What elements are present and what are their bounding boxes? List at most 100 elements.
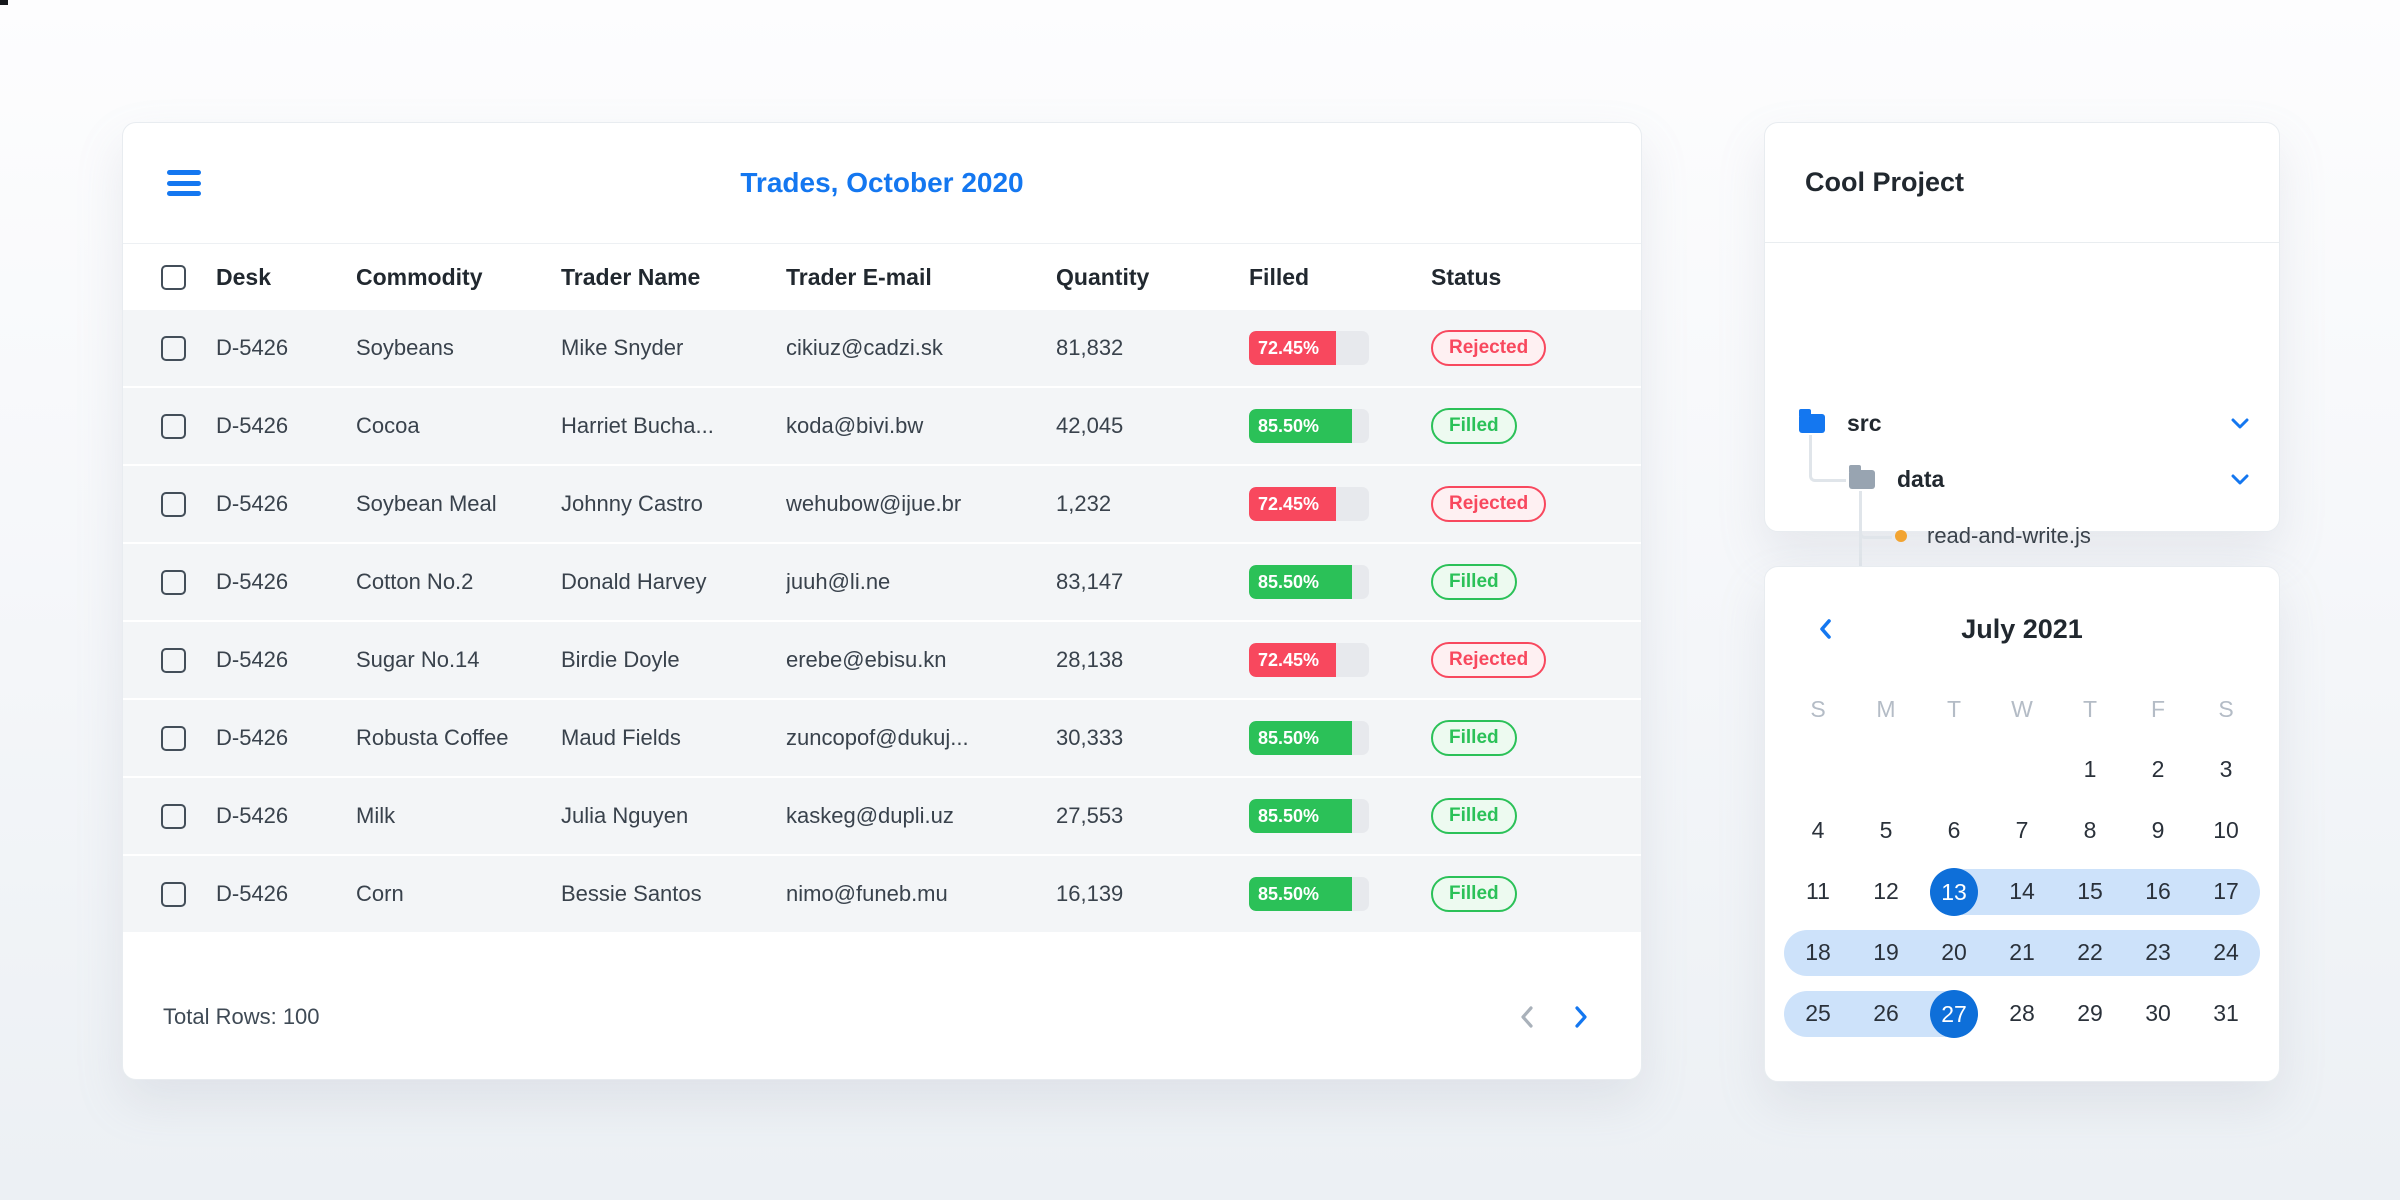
calendar-month-title: July 2021 [1961,613,2083,644]
calendar-day[interactable]: 30 [2145,1000,2171,1026]
menu-button[interactable] [167,170,201,196]
hamburger-icon [167,191,201,196]
row-checkbox[interactable] [161,725,186,751]
calendar-day[interactable]: 16 [2145,878,2171,904]
row-checkbox[interactable] [161,881,186,907]
table-row[interactable]: D-5426 Cotton No.2 Donald Harvey juuh@li… [123,544,1641,622]
chevron-left-icon [1820,619,1831,639]
cell-trader-email: kaskeg@dupli.uz [786,803,954,828]
next-page-button[interactable] [1567,1000,1595,1034]
calendar-day[interactable]: 23 [2145,939,2171,965]
tree-item-file[interactable]: read-and-write.js [1895,514,2249,558]
hamburger-icon [167,170,201,175]
weekday-header-row: S M T W T F S [1784,687,2260,731]
column-header-commodity[interactable]: Commodity [356,263,483,290]
project-title: Cool Project [1765,123,2279,243]
table-row[interactable]: D-5426 Cocoa Harriet Bucha... koda@bivi.… [123,388,1641,466]
calendar-day[interactable]: 11 [1806,878,1830,904]
calendar-day[interactable]: 28 [2009,1000,2035,1026]
calendar-day[interactable]: 1 [2083,756,2097,782]
calendar-day[interactable]: 13 [1920,861,1988,922]
prev-month-button[interactable] [1811,612,1839,646]
cell-quantity: 16,139 [1056,881,1124,906]
filled-progress-bar: 72.45% [1249,331,1369,365]
cell-trader-name: Donald Harvey [561,569,707,594]
calendar-day[interactable]: 3 [2219,756,2233,782]
cell-quantity: 28,138 [1056,647,1124,672]
table-row[interactable]: D-5426 Corn Bessie Santos nimo@funeb.mu … [123,856,1641,934]
select-all-checkbox[interactable] [161,264,186,290]
calendar-day[interactable]: 10 [2213,817,2239,843]
calendar-day[interactable]: 18 [1805,939,1831,965]
column-header-desk[interactable]: Desk [216,263,271,290]
cell-commodity: Soybeans [356,335,454,360]
calendar-day[interactable]: 20 [1941,939,1967,965]
calendar-day[interactable]: 26 [1873,1000,1899,1026]
calendar-day-empty [1852,739,1920,800]
row-checkbox[interactable] [161,569,186,595]
calendar-day[interactable]: 8 [2083,817,2097,843]
calendar-day[interactable]: 22 [2077,939,2103,965]
column-header-trader-email[interactable]: Trader E-mail [786,263,932,290]
table-row[interactable]: D-5426 Soybeans Mike Snyder cikiuz@cadzi… [123,310,1641,388]
calendar-day[interactable]: 15 [2077,878,2103,904]
row-checkbox[interactable] [161,647,186,673]
calendar-day[interactable]: 29 [2077,1000,2103,1026]
filled-progress-fill: 85.50% [1249,409,1352,443]
row-checkbox[interactable] [161,491,186,517]
table-row[interactable]: D-5426 Sugar No.14 Birdie Doyle erebe@eb… [123,622,1641,700]
column-header-filled[interactable]: Filled [1249,263,1310,290]
chevron-down-icon[interactable] [2231,474,2249,485]
filled-percent-label: 85.50% [1258,572,1320,592]
weekday-label: S [1810,695,1826,722]
prev-page-button[interactable] [1513,1000,1541,1034]
calendar-day[interactable]: 25 [1805,1000,1831,1026]
row-checkbox[interactable] [161,335,186,361]
calendar-day[interactable]: 7 [2015,817,2029,843]
table-header-row: Desk Commodity Trader Name Trader E-mail… [123,244,1641,310]
calendar-day[interactable]: 17 [2213,878,2239,904]
calendar-card: July 2021 S M T W T F S 1 2 3 4 5 6 7 8 9 10 11 12 1… [1764,566,2280,1082]
table-row[interactable]: D-5426 Milk Julia Nguyen kaskeg@dupli.uz… [123,778,1641,856]
filled-percent-label: 72.45% [1258,494,1320,514]
calendar-day[interactable]: 4 [1811,817,1825,843]
row-checkbox[interactable] [161,413,186,439]
tree-item-data[interactable]: data [1849,457,2249,501]
calendar-day[interactable]: 24 [2213,939,2239,965]
table-title: Trades, October 2020 [740,167,1024,198]
chevron-down-icon[interactable] [2231,418,2249,429]
table-footer: Total Rows: 100 [123,941,1641,1079]
tree-item-src[interactable]: src [1799,401,2249,445]
column-header-quantity[interactable]: Quantity [1056,263,1150,290]
file-tree-card: Cool Project src data read-and-write.js … [1764,122,2280,603]
status-badge: Rejected [1431,329,1547,367]
filled-progress-bar: 85.50% [1249,721,1369,755]
chevron-right-icon [1575,1006,1587,1028]
cell-commodity: Milk [356,803,396,828]
filled-progress-fill: 85.50% [1249,877,1352,911]
column-header-status[interactable]: Status [1431,263,1502,290]
table-row[interactable]: D-5426 Soybean Meal Johnny Castro wehubo… [123,466,1641,544]
calendar-day[interactable]: 12 [1873,878,1899,904]
calendar-week-row: 4 5 6 7 8 9 10 [1784,800,2260,861]
calendar-day[interactable]: 2 [2151,756,2165,782]
cell-trader-email: cikiuz@cadzi.sk [786,335,943,360]
cell-trader-email: erebe@ebisu.kn [786,647,947,672]
cell-trader-name: Julia Nguyen [561,803,689,828]
calendar-day[interactable]: 31 [2213,1000,2239,1026]
calendar-day[interactable]: 6 [1947,817,1961,843]
cell-desk: D-5426 [216,647,289,672]
cell-quantity: 42,045 [1056,413,1124,438]
table-row[interactable]: D-5426 Robusta Coffee Maud Fields zuncop… [123,700,1641,778]
filled-progress-fill: 72.45% [1249,643,1336,677]
calendar-day[interactable]: 5 [1879,817,1893,843]
column-header-trader-name[interactable]: Trader Name [561,263,701,290]
calendar-day[interactable]: 9 [2151,817,2165,843]
calendar-day[interactable]: 19 [1873,939,1899,965]
row-checkbox[interactable] [161,803,186,829]
filled-percent-label: 85.50% [1258,416,1320,436]
calendar-day[interactable]: 21 [2009,939,2035,965]
calendar-day[interactable]: 14 [2009,878,2035,904]
cell-commodity: Sugar No.14 [356,647,480,672]
calendar-day[interactable]: 27 [1920,983,1988,1044]
